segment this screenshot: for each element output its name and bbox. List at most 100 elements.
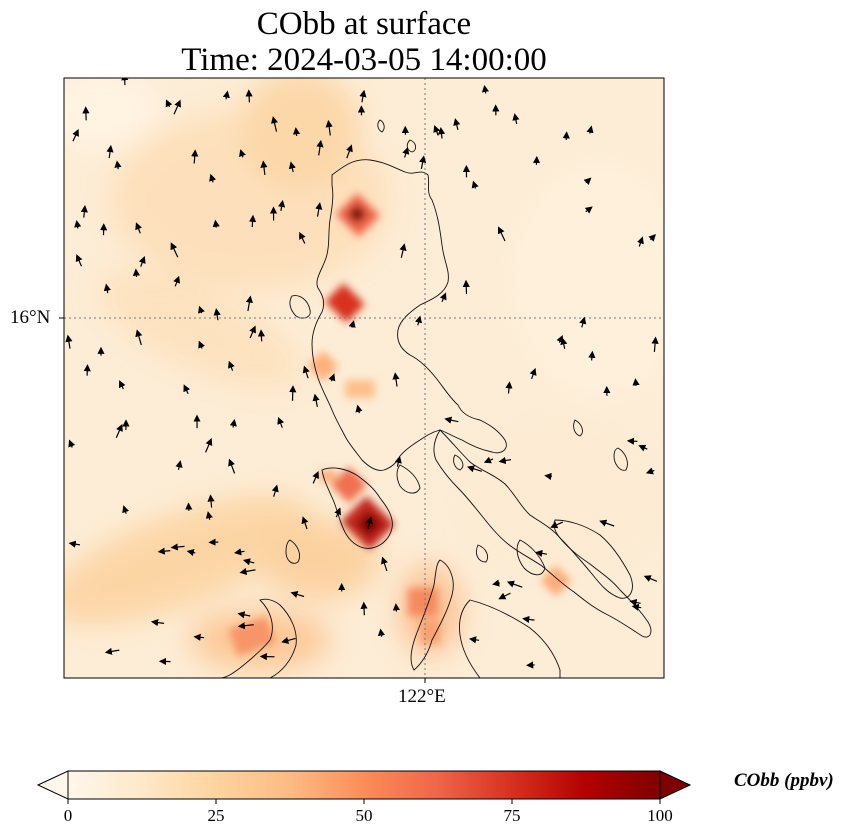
wind-arrow [239,149,246,158]
wind-arrow [103,283,111,294]
wind-arrow [68,540,80,548]
wind-arrow [222,90,230,100]
wind-arrow [75,254,83,267]
wind-arrow [584,206,593,214]
lat-tick-label: 16°N [10,307,51,328]
wind-arrow [498,592,511,600]
wind-arrow [245,89,253,103]
wind-arrow [599,519,615,527]
wind-arrow [638,444,648,452]
wind-arrow [345,144,353,159]
wind-arrow [316,139,324,156]
chart-title-line2: Time: 2024-03-05 14:00:00 [181,42,547,78]
wind-arrow [377,628,385,637]
wind-arrow [198,340,205,349]
colorbar-extend-min [36,770,69,800]
wind-arrow [288,161,296,173]
wind-arrow [560,337,568,349]
wind-arrow [234,548,245,556]
wind-arrow [631,603,642,611]
wind-arrow [292,127,301,136]
wind-arrow [468,636,480,644]
wind-arrow [237,611,251,619]
wind-arrow [394,455,402,467]
colorbar-tick-100: 100 [647,806,673,825]
wind-arrow [512,113,520,125]
wind-arrow [271,484,279,497]
wind-arrow [588,350,596,361]
wind-arrow [302,365,310,379]
colorbar-gradient [68,771,660,799]
wind-arrow [209,173,217,183]
wind-arrow [205,437,213,453]
wind-arrow [466,465,482,473]
wind-arrow [135,222,142,234]
wind-arrow [550,521,564,529]
wind-arrow [114,160,122,170]
wind-arrow [419,155,427,170]
wind-arrow [239,567,256,575]
wind-arrow [497,226,506,242]
colorbar-tick-0: 0 [63,806,73,825]
wind-arrow [392,372,400,387]
wind-arrow [228,360,235,371]
wind-arrow [328,373,336,382]
wind-arrow [237,622,254,630]
wind-arrow [315,202,323,217]
wind-arrow [104,647,120,655]
wind-arrow [213,308,221,321]
wind-arrow [191,149,199,164]
wind-arrow [170,543,185,551]
wind-arrow [365,516,373,529]
wind-arrow [207,494,215,508]
wind-arrow [173,99,181,115]
wind-arrow [198,305,205,314]
wind-arrow [228,458,236,474]
map-frame [63,77,665,679]
wind-arrow [115,423,123,439]
wind-arrow [583,177,592,186]
wind-arrow [415,315,423,326]
wind-arrow [122,505,130,514]
wind-arrow [471,180,479,189]
wind-arrow [271,116,279,132]
wind-arrow [453,118,461,130]
wind-arrow [150,619,165,627]
wind-arrow [135,329,143,346]
wind-arrow [483,456,494,464]
wind-arrow [505,381,513,394]
wind-arrow [183,384,190,394]
wind-arrow [257,329,266,342]
wind-arrow [312,393,320,408]
wind-arrow [229,418,237,428]
wind-arrow [522,615,535,624]
wind-arrow [325,119,333,136]
chart-title-line1: CObb at surface [256,6,472,42]
wind-arrow [74,219,82,229]
wind-arrow [380,556,388,572]
wind-arrow [281,636,296,644]
wind-arrow [245,295,253,312]
wind-arrow [348,320,356,328]
wind-arrow [157,547,171,555]
wind-arrow [359,89,367,103]
wind-arrow [492,579,500,587]
colorbar-extend-max [659,770,692,800]
colorbar-tick-25: 25 [207,806,225,825]
wind-arrow [277,416,285,428]
wind-arrow [170,242,179,258]
wind-vectors [65,78,659,669]
wind-arrow [165,99,173,108]
wind-arrow [249,325,256,339]
wind-arrow [260,160,268,175]
wind-arrow [175,460,183,470]
wind-arrow [138,256,146,267]
wind-arrow [586,125,594,134]
wind-arrow [242,558,255,566]
wind-arrow [402,146,410,158]
wind-arrow [579,316,587,328]
wind-arrow [444,416,459,424]
gridlines [64,78,664,678]
colorbar-tick-50: 50 [355,806,373,825]
